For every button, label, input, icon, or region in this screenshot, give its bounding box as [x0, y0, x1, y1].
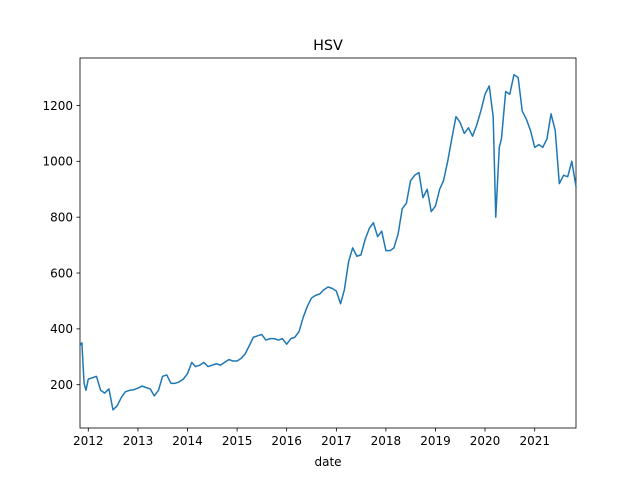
- y-tick-label: 800: [50, 210, 73, 224]
- x-axis-label: date: [314, 455, 341, 469]
- y-tick-label: 1200: [42, 99, 73, 113]
- series-line: [78, 74, 577, 411]
- x-tick-label: 2017: [321, 434, 352, 448]
- y-tick-label: 600: [50, 266, 73, 280]
- y-tick-label: 200: [50, 378, 73, 392]
- x-tick-label: 2016: [271, 434, 302, 448]
- x-tick-label: 2015: [222, 434, 253, 448]
- axes-frame: [79, 57, 577, 429]
- x-tick-label: 2012: [73, 434, 104, 448]
- x-tick-label: 2014: [172, 434, 203, 448]
- x-axis: 2012 2013 2014 2015 2016 2017 2018 2019 2020 2021: [73, 428, 550, 448]
- y-tick-label: 1000: [42, 155, 73, 169]
- x-tick-label: 2020: [470, 434, 501, 448]
- x-tick-label: 2013: [123, 434, 154, 448]
- chart-title: HSV: [313, 38, 343, 54]
- series-layer: [78, 74, 577, 411]
- x-tick-label: 2019: [420, 434, 451, 448]
- x-tick-label: 2021: [519, 434, 550, 448]
- y-tick-label: 400: [50, 322, 73, 336]
- x-tick-label: 2018: [371, 434, 402, 448]
- y-axis: 200 400 600 800 1000 1200: [42, 99, 80, 392]
